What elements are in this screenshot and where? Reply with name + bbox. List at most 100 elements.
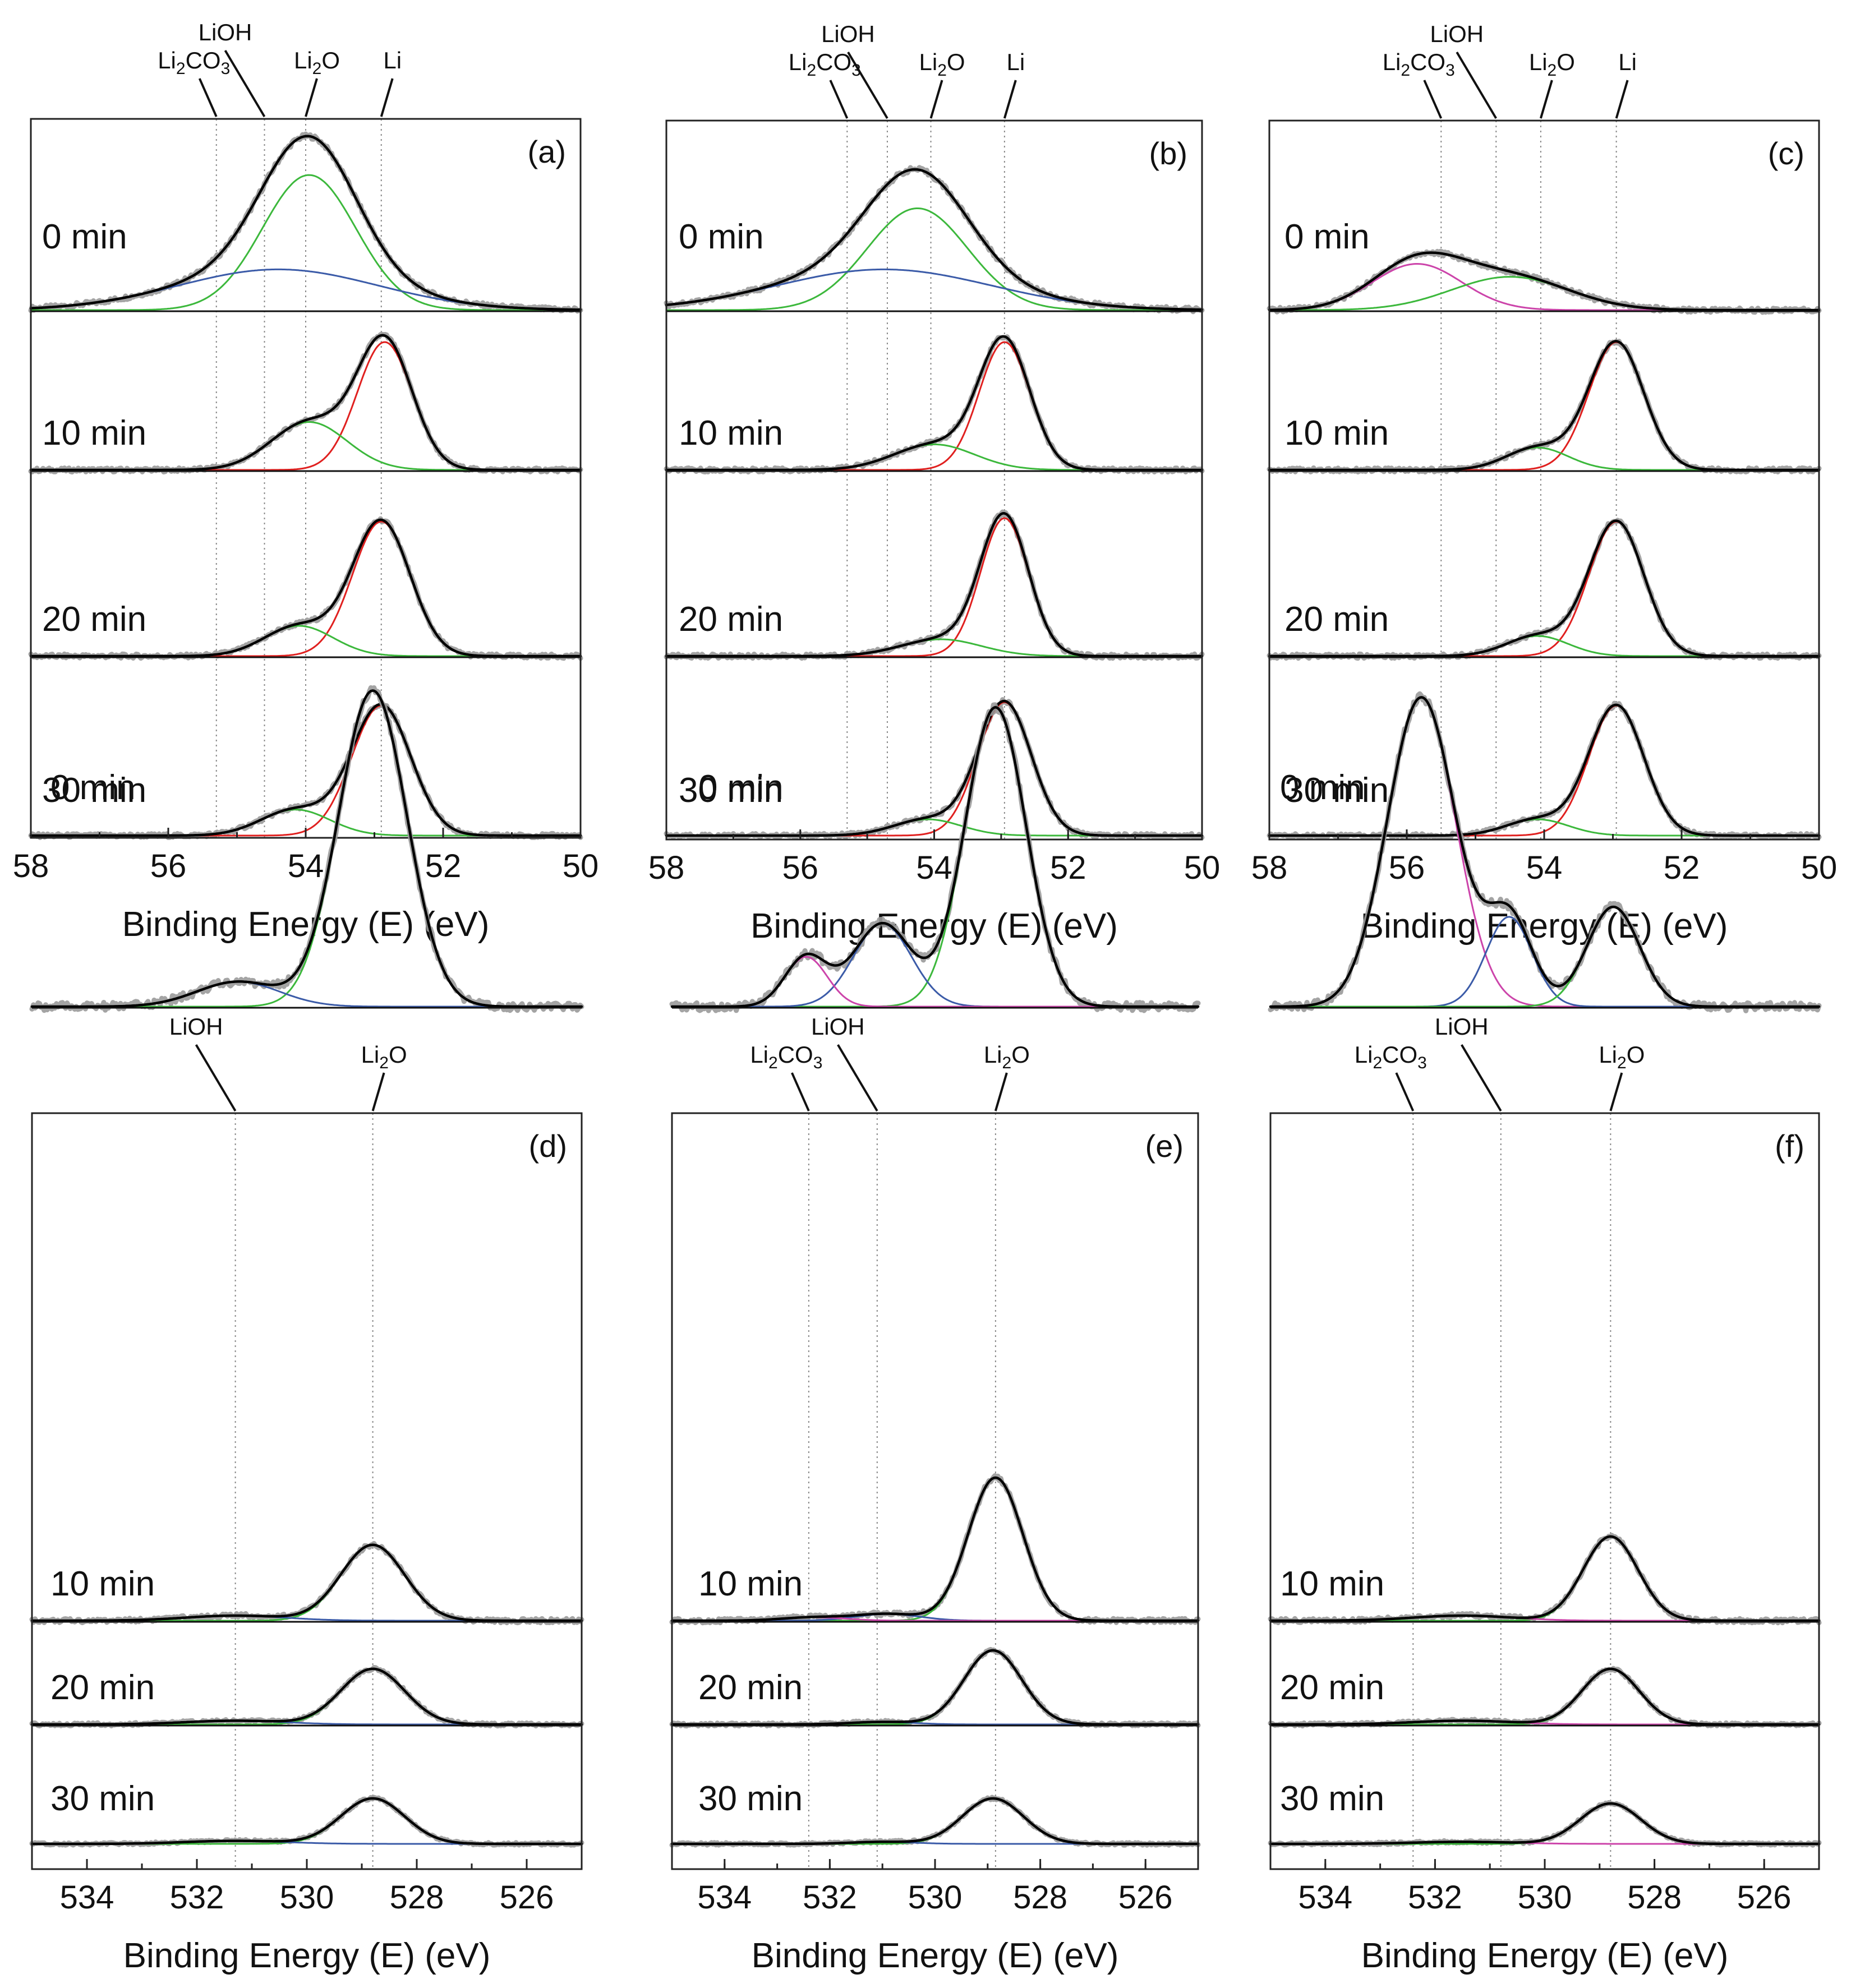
time-label: 20 min bbox=[50, 1668, 155, 1707]
time-label: 30 min bbox=[50, 1779, 155, 1818]
plot-frame bbox=[31, 1112, 583, 1870]
panel-label: (b) bbox=[1149, 136, 1187, 171]
leader-line-li2o bbox=[305, 78, 318, 117]
x-tick-label: 532 bbox=[170, 1879, 224, 1916]
envelope-fit bbox=[30, 1797, 583, 1846]
x-tick-label: 526 bbox=[1737, 1879, 1792, 1916]
envelope-fit bbox=[670, 706, 1200, 1008]
x-tick-label: 534 bbox=[1298, 1879, 1352, 1916]
x-tick-label: 528 bbox=[1013, 1879, 1067, 1916]
time-label: 10 min bbox=[42, 414, 146, 453]
leader-line-li2o bbox=[1539, 80, 1553, 119]
species-label-li2co3: Li2CO3 bbox=[1383, 49, 1455, 80]
x-tick-label: 528 bbox=[1627, 1879, 1682, 1916]
envelope-fit bbox=[670, 1797, 1200, 1846]
leader-line-li2o bbox=[371, 1072, 385, 1111]
time-label: 20 min bbox=[679, 600, 783, 639]
leader-line-li2o bbox=[994, 1072, 1008, 1111]
leader-line-li2co3 bbox=[198, 78, 218, 117]
species-label-li2co3: Li2CO3 bbox=[1355, 1041, 1427, 1072]
x-axis-label: Binding Energy (E) (eV) bbox=[123, 1936, 491, 1975]
envelope-fit bbox=[665, 699, 1204, 837]
species-label-lioh: LiOH bbox=[811, 1013, 865, 1040]
envelope-fit bbox=[665, 512, 1204, 658]
envelope-fit bbox=[1268, 519, 1821, 658]
component-li2co3 bbox=[1268, 263, 1820, 311]
time-label: 0 min bbox=[42, 218, 127, 256]
component-li2o bbox=[30, 174, 582, 311]
leader-line-li2co3 bbox=[1423, 80, 1443, 119]
leader-line-li2o bbox=[929, 80, 943, 119]
panel-label: (e) bbox=[1145, 1128, 1184, 1164]
leader-line-li2co3 bbox=[791, 1072, 810, 1111]
x-axis-label: Binding Energy (E) (eV) bbox=[750, 907, 1118, 945]
time-label: 10 min bbox=[1280, 1565, 1384, 1603]
x-tick-label: 526 bbox=[1118, 1879, 1173, 1916]
plot-frame bbox=[671, 1112, 1199, 1870]
panel-label: (f) bbox=[1775, 1128, 1804, 1164]
panel-label: (a) bbox=[528, 134, 566, 169]
envelope-fit bbox=[30, 1543, 583, 1622]
component-li2o bbox=[665, 207, 1203, 311]
time-label: 20 min bbox=[42, 600, 146, 639]
x-tick-label: 534 bbox=[60, 1879, 114, 1916]
species-label-li2o: Li2O bbox=[1529, 49, 1575, 80]
x-tick-label: 52 bbox=[1050, 850, 1086, 886]
time-label: 20 min bbox=[698, 1668, 803, 1707]
species-label-li2o: Li2O bbox=[294, 47, 340, 78]
envelope-fit bbox=[1269, 696, 1821, 1008]
x-tick-label: 526 bbox=[500, 1879, 554, 1916]
panel-label: (c) bbox=[1768, 136, 1804, 171]
envelope-fit bbox=[1269, 1667, 1821, 1726]
time-label: 20 min bbox=[1280, 1668, 1384, 1707]
time-label: 30 min bbox=[679, 771, 783, 810]
leader-line-li2o bbox=[1609, 1072, 1623, 1111]
species-label-li: Li bbox=[1618, 49, 1637, 75]
species-label-lioh: LiOH bbox=[169, 1013, 223, 1040]
x-tick-label: 534 bbox=[697, 1879, 752, 1916]
time-label: 10 min bbox=[50, 1565, 155, 1603]
envelope-fit bbox=[1269, 1802, 1821, 1846]
x-tick-label: 54 bbox=[1526, 850, 1563, 886]
leader-line-lioh bbox=[195, 1044, 237, 1112]
x-tick-label: 530 bbox=[280, 1879, 334, 1916]
species-label-li2co3: Li2CO3 bbox=[750, 1041, 822, 1072]
x-tick-label: 532 bbox=[803, 1879, 857, 1916]
panel-f: Li2CO3 LiOH Li2O 0 min 10 min 20 min 30 min (f)… bbox=[1268, 691, 1822, 1975]
plot-frame bbox=[1269, 1112, 1820, 1870]
leader-line-li bbox=[380, 78, 394, 117]
envelope-fit bbox=[29, 518, 582, 658]
leader-line-lioh bbox=[1461, 1044, 1502, 1112]
envelope-fit bbox=[665, 168, 1204, 311]
species-label-li: Li bbox=[383, 47, 402, 73]
x-axis-label: Binding Energy (E) (eV) bbox=[1361, 907, 1728, 945]
species-label-li2o: Li2O bbox=[984, 1041, 1030, 1072]
x-tick-label: 52 bbox=[1664, 850, 1700, 886]
x-axis-label: Binding Energy (E) (eV) bbox=[752, 1936, 1119, 1975]
envelope-fit bbox=[665, 335, 1204, 472]
time-label: 20 min bbox=[1284, 600, 1389, 639]
envelope-fit bbox=[1268, 703, 1821, 837]
envelope-fit bbox=[30, 689, 583, 1008]
time-label: 0 min bbox=[1280, 768, 1365, 807]
x-tick-label: 56 bbox=[1389, 850, 1425, 886]
envelope-fit bbox=[29, 135, 582, 311]
x-tick-label: 52 bbox=[425, 848, 462, 884]
species-label-li2co3: Li2CO3 bbox=[158, 47, 230, 78]
envelope-fit bbox=[670, 1649, 1200, 1726]
panel-label: (d) bbox=[529, 1128, 567, 1164]
species-label-lioh: LiOH bbox=[199, 19, 252, 45]
x-tick-label: 530 bbox=[908, 1879, 963, 1916]
x-tick-label: 54 bbox=[288, 848, 324, 884]
leader-line-lioh bbox=[1456, 51, 1497, 119]
time-label: 0 min bbox=[50, 768, 136, 807]
species-label-li: Li bbox=[1006, 49, 1025, 75]
panel-d: LiOH Li2O 0 min 10 min 20 min 30 min (d) 534 532… bbox=[29, 685, 584, 1975]
envelope-fit bbox=[29, 703, 582, 837]
time-label: 10 min bbox=[679, 414, 783, 453]
x-tick-label: 58 bbox=[648, 850, 685, 886]
time-label: 0 min bbox=[698, 768, 784, 807]
species-label-lioh: LiOH bbox=[1435, 1013, 1489, 1040]
